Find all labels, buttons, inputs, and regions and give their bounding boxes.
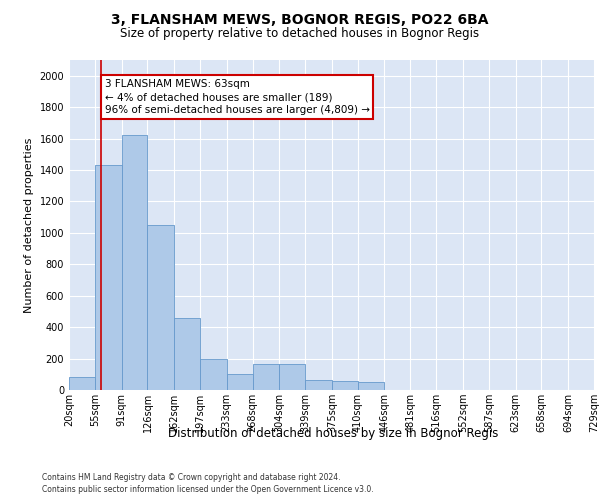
Bar (95, 166, 122, 390)
Bar (332, 380, 358, 390)
Y-axis label: Number of detached properties: Number of detached properties (24, 138, 34, 312)
Bar (279, 364, 305, 390)
Bar (148, 225, 174, 390)
Bar (358, 382, 385, 390)
Text: Contains HM Land Registry data © Crown copyright and database right 2024.: Contains HM Land Registry data © Crown c… (42, 472, 341, 482)
Bar (122, 136, 148, 390)
Bar (200, 360, 227, 390)
Bar (69, 378, 95, 390)
Bar (253, 364, 279, 390)
Text: Size of property relative to detached houses in Bognor Regis: Size of property relative to detached ho… (121, 28, 479, 40)
Bar (305, 380, 332, 390)
Bar (174, 318, 200, 390)
Text: 3 FLANSHAM MEWS: 63sqm
← 4% of detached houses are smaller (189)
96% of semi-det: 3 FLANSHAM MEWS: 63sqm ← 4% of detached … (104, 79, 370, 116)
Text: Distribution of detached houses by size in Bognor Regis: Distribution of detached houses by size … (168, 428, 498, 440)
Text: Contains public sector information licensed under the Open Government Licence v3: Contains public sector information licen… (42, 485, 374, 494)
Bar (227, 374, 253, 390)
Text: 3, FLANSHAM MEWS, BOGNOR REGIS, PO22 6BA: 3, FLANSHAM MEWS, BOGNOR REGIS, PO22 6BA (111, 12, 489, 26)
